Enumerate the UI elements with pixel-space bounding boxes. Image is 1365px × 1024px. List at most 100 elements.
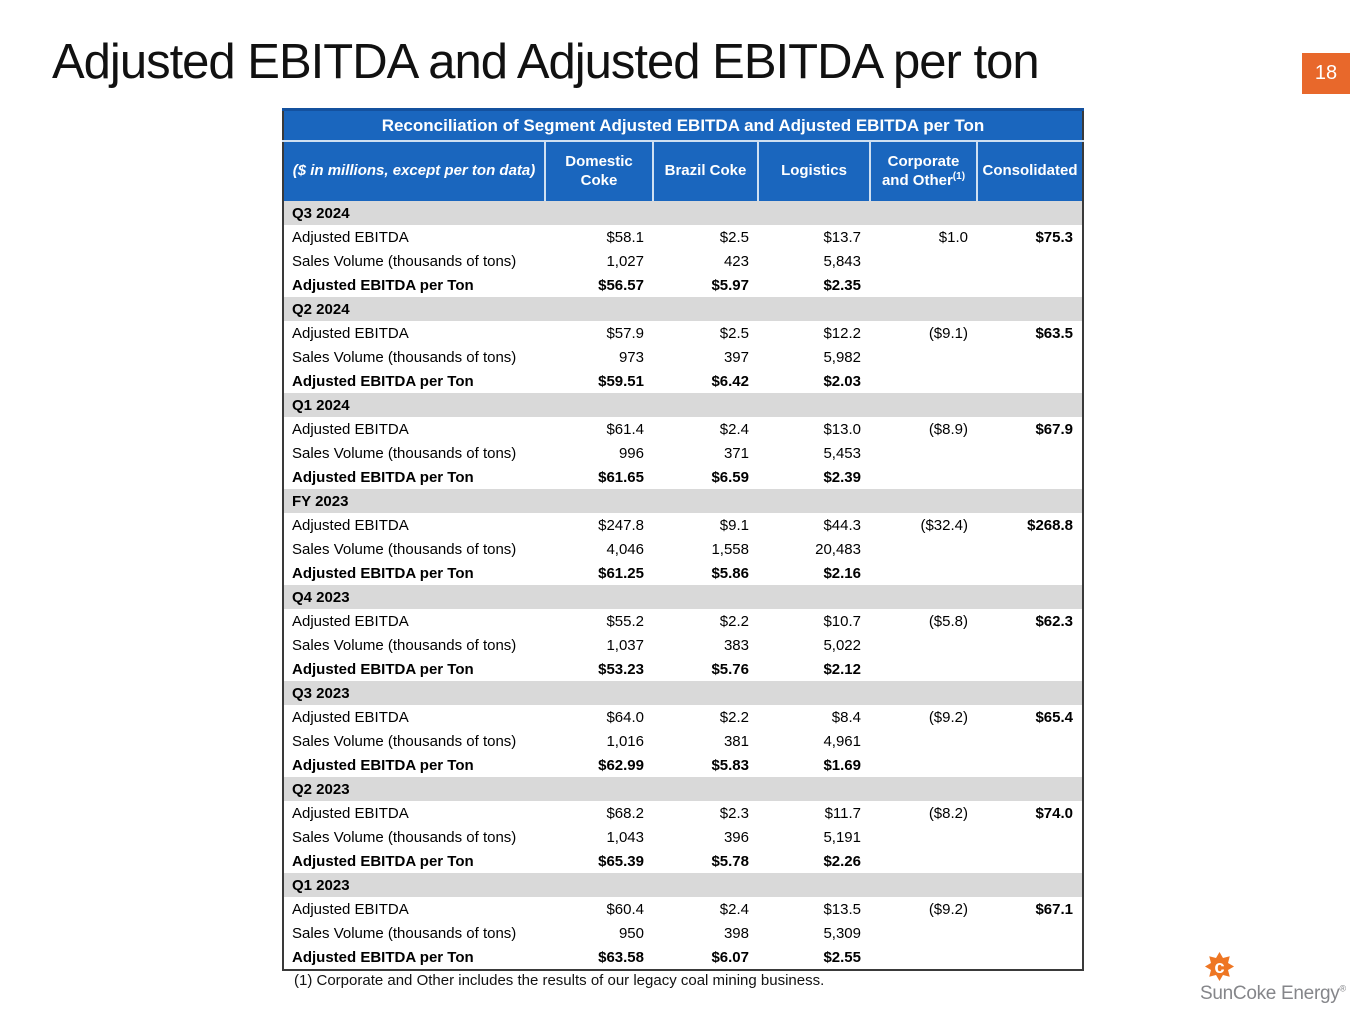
row-label: Sales Volume (thousands of tons) (283, 537, 545, 561)
cell-value: $67.9 (977, 417, 1083, 441)
cell-value: $2.3 (653, 801, 758, 825)
row-label: Adjusted EBITDA (283, 705, 545, 729)
table-row: Sales Volume (thousands of tons) 950 398 5,… (283, 921, 1083, 945)
cell-value: $56.57 (545, 273, 653, 297)
footnote: (1) Corporate and Other includes the res… (294, 972, 825, 989)
cell-value (977, 273, 1083, 297)
cell-value: $5.83 (653, 753, 758, 777)
table-caption-row: Reconciliation of Segment Adjusted EBITD… (283, 108, 1083, 142)
cell-value: $63.58 (545, 945, 653, 970)
table-row: Adjusted EBITDA $247.8 $9.1 $44.3 ($32.4) $26… (283, 513, 1083, 537)
data-table: Reconciliation of Segment Adjusted EBITD… (282, 108, 1084, 971)
table-caption: Reconciliation of Segment Adjusted EBITD… (283, 108, 1083, 142)
cell-value (977, 345, 1083, 369)
row-label: Adjusted EBITDA per Ton (283, 561, 545, 585)
cell-value: 4,046 (545, 537, 653, 561)
cell-value: $68.2 (545, 801, 653, 825)
cell-value: 20,483 (758, 537, 870, 561)
cell-value (977, 753, 1083, 777)
table-row: Adjusted EBITDA $58.1 $2.5 $13.7 $1.0 $75.3 (283, 225, 1083, 249)
column-header-brazil-coke: Brazil Coke (652, 141, 758, 201)
cell-value: $2.26 (758, 849, 870, 873)
cell-value: $2.4 (653, 417, 758, 441)
table-row: Adjusted EBITDA $68.2 $2.3 $11.7 ($8.2) $74.0 (283, 801, 1083, 825)
cell-value: $5.76 (653, 657, 758, 681)
cell-value (870, 561, 977, 585)
cell-value: ($32.4) (870, 513, 977, 537)
cell-value (870, 945, 977, 970)
cell-value (977, 561, 1083, 585)
cell-value: 1,027 (545, 249, 653, 273)
cell-value: $44.3 (758, 513, 870, 537)
cell-value: $58.1 (545, 225, 653, 249)
table-row: Adjusted EBITDA per Ton $53.23 $5.76 $2.12 (283, 657, 1083, 681)
cell-value: $5.86 (653, 561, 758, 585)
section-header-row: Q3 2023 (283, 681, 1083, 705)
cell-value: $12.2 (758, 321, 870, 345)
row-label: Sales Volume (thousands of tons) (283, 249, 545, 273)
cell-value: $13.0 (758, 417, 870, 441)
table-row: Sales Volume (thousands of tons) 1,037 383… (283, 633, 1083, 657)
cell-value: 5,022 (758, 633, 870, 657)
cell-value: $8.4 (758, 705, 870, 729)
cell-value (870, 345, 977, 369)
column-header-consolidated: Consolidated (976, 141, 1083, 201)
section-period-label: Q3 2023 (283, 681, 1083, 705)
table-row: Adjusted EBITDA per Ton $61.65 $6.59 $2.39 (283, 465, 1083, 489)
row-label: Adjusted EBITDA per Ton (283, 369, 545, 393)
table-body: Reconciliation of Segment Adjusted EBITD… (283, 108, 1083, 970)
cell-value (977, 729, 1083, 753)
cell-value: ($8.9) (870, 417, 977, 441)
cell-value: 1,558 (653, 537, 758, 561)
column-header-units: ($ in millions, except per ton data) (283, 141, 545, 201)
cell-value: $57.9 (545, 321, 653, 345)
section-period-label: Q1 2023 (283, 873, 1083, 897)
cell-value: 1,043 (545, 825, 653, 849)
cell-value (870, 273, 977, 297)
row-label: Adjusted EBITDA per Ton (283, 465, 545, 489)
cell-value: $10.7 (758, 609, 870, 633)
cell-value: $2.03 (758, 369, 870, 393)
section-period-label: Q3 2024 (283, 201, 1083, 225)
row-label: Adjusted EBITDA per Ton (283, 945, 545, 970)
section-period-label: Q4 2023 (283, 585, 1083, 609)
cell-value: $11.7 (758, 801, 870, 825)
row-label: Adjusted EBITDA per Ton (283, 753, 545, 777)
column-header-corporate-other: Corporate and Other(1) (869, 141, 977, 201)
cell-value (977, 537, 1083, 561)
row-label: Adjusted EBITDA (283, 321, 545, 345)
table-row: Adjusted EBITDA per Ton $61.25 $5.86 $2.16 (283, 561, 1083, 585)
cell-value: $5.97 (653, 273, 758, 297)
cell-value: $2.5 (653, 321, 758, 345)
svg-text:c: c (1214, 956, 1224, 977)
cell-value (977, 441, 1083, 465)
cell-value: $13.7 (758, 225, 870, 249)
table-header-row: ($ in millions, except per ton data) Dom… (283, 141, 1083, 201)
section-header-row: FY 2023 (283, 489, 1083, 513)
row-label: Adjusted EBITDA per Ton (283, 657, 545, 681)
cell-value: ($9.1) (870, 321, 977, 345)
cell-value (870, 921, 977, 945)
section-period-label: FY 2023 (283, 489, 1083, 513)
column-header-domestic-coke: Domestic Coke (544, 141, 653, 201)
section-period-label: Q2 2023 (283, 777, 1083, 801)
cell-value (870, 369, 977, 393)
reconciliation-table: Reconciliation of Segment Adjusted EBITD… (282, 108, 1084, 971)
cell-value (977, 921, 1083, 945)
cell-value (870, 849, 977, 873)
cell-value: $63.5 (977, 321, 1083, 345)
row-label: Adjusted EBITDA (283, 513, 545, 537)
row-label: Adjusted EBITDA per Ton (283, 849, 545, 873)
row-label: Sales Volume (thousands of tons) (283, 729, 545, 753)
cell-value: $2.12 (758, 657, 870, 681)
cell-value: 5,843 (758, 249, 870, 273)
cell-value: $61.25 (545, 561, 653, 585)
row-label: Adjusted EBITDA (283, 897, 545, 921)
cell-value: 1,016 (545, 729, 653, 753)
cell-value: 4,961 (758, 729, 870, 753)
row-label: Adjusted EBITDA (283, 609, 545, 633)
company-logo: c SunCoke Energy® (1200, 951, 1356, 1005)
cell-value: $2.39 (758, 465, 870, 489)
cell-value (870, 825, 977, 849)
cell-value: ($8.2) (870, 801, 977, 825)
